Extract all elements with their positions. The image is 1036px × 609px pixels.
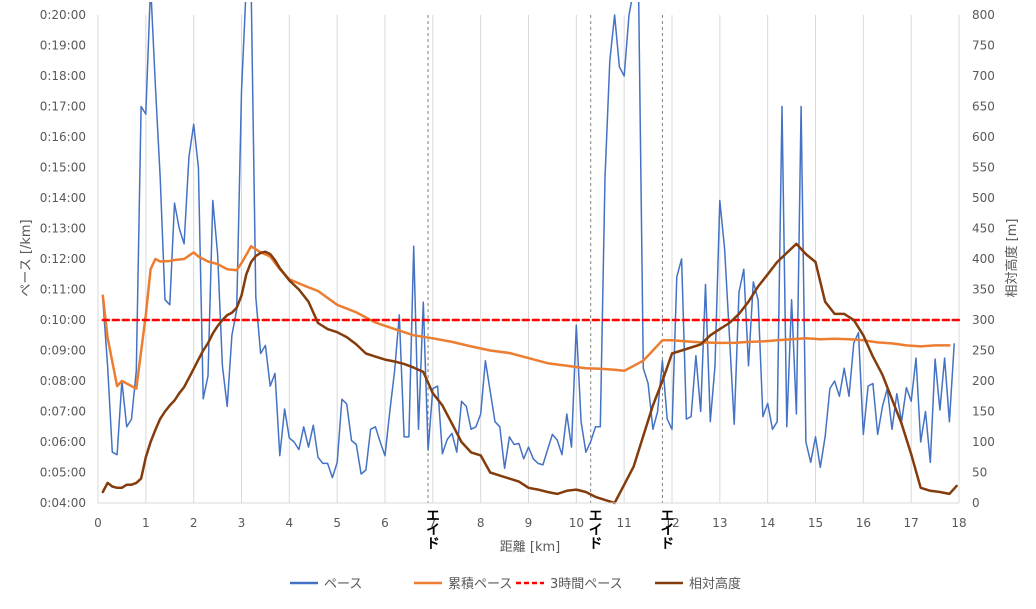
- series-line: [101, 245, 951, 390]
- y-right-tick-label: 0: [972, 496, 980, 510]
- x-tick-label: 12: [664, 516, 679, 530]
- y-left-tick-label: 0:08:00: [40, 374, 86, 388]
- x-tick-label: 5: [333, 516, 341, 530]
- x-tick-label: 11: [617, 516, 632, 530]
- y-left-tick-label: 0:20:00: [40, 8, 86, 22]
- x-tick-label: 7: [429, 516, 437, 530]
- x-tick-label: 6: [381, 516, 389, 530]
- y-left-tick-label: 0:13:00: [40, 222, 86, 236]
- x-tick-label: 10: [569, 516, 584, 530]
- y-right-tick-label: 100: [972, 435, 995, 449]
- y-left-tick-label: 0:09:00: [40, 344, 86, 358]
- x-tick-label: 3: [238, 516, 246, 530]
- y-right-tick-label: 200: [972, 374, 995, 388]
- y-axis-right-title: 相対高度 [m]: [1004, 219, 1020, 298]
- y-right-tick-label: 300: [972, 313, 995, 327]
- legend-label: 相対高度: [689, 576, 741, 592]
- y-left-tick-label: 0:19:00: [40, 39, 86, 53]
- x-tick-label: 0: [94, 516, 102, 530]
- x-axis-title: 距離 [km]: [500, 540, 560, 555]
- y-left-tick-label: 0:06:00: [40, 435, 86, 449]
- y-right-tick-label: 50: [972, 466, 987, 480]
- annotation-label: エイド: [587, 508, 603, 550]
- y-right-tick-label: 400: [972, 252, 995, 266]
- right-y-tick-labels: 0 50 100 150 200 250 300 350 400 450 500 550 600 650 7…: [972, 8, 995, 510]
- left-y-tick-labels: 0:04:00 0:05:00 0:06:00 0:07:00 0:08:00 0:09:…: [40, 8, 86, 510]
- x-tick-label: 15: [808, 516, 823, 530]
- legend-label: 3時間ペース: [550, 577, 623, 592]
- y-left-tick-label: 0:14:00: [40, 191, 86, 205]
- series-line: [102, 2, 955, 479]
- y-right-tick-label: 550: [972, 161, 995, 175]
- y-right-tick-label: 800: [972, 8, 995, 22]
- y-right-tick-label: 600: [972, 130, 995, 144]
- y-left-tick-label: 0:11:00: [40, 283, 86, 297]
- annotations: エイド エイド エイド: [424, 508, 674, 550]
- annotation-lines: [427, 15, 663, 503]
- y-left-tick-label: 0:05:00: [40, 466, 86, 480]
- x-tick-label: 16: [856, 516, 871, 530]
- x-tick-label: 1: [142, 516, 150, 530]
- legend-label: 累積ペース: [448, 577, 512, 592]
- y-left-tick-label: 0:15:00: [40, 161, 86, 175]
- grid-layer: [97, 15, 960, 503]
- y-left-tick-label: 0:04:00: [40, 496, 86, 510]
- y-left-tick-label: 0:07:00: [40, 405, 86, 419]
- y-right-tick-label: 150: [972, 405, 995, 419]
- legend: ペース 累積ペース 3時間ペース 相対高度: [290, 576, 741, 592]
- x-tick-label: 9: [525, 516, 533, 530]
- x-tick-label: 13: [712, 516, 727, 530]
- legend-label: ペース: [324, 577, 362, 592]
- y-left-tick-label: 0:10:00: [40, 313, 86, 327]
- y-left-tick-label: 0:17:00: [40, 100, 86, 114]
- y-right-tick-label: 750: [972, 39, 995, 53]
- x-tick-label: 2: [190, 516, 198, 530]
- y-right-tick-label: 650: [972, 100, 995, 114]
- y-right-tick-label: 350: [972, 283, 995, 297]
- y-right-tick-label: 250: [972, 344, 995, 358]
- y-right-tick-label: 450: [972, 222, 995, 236]
- series-line: [101, 242, 958, 505]
- x-tick-label: 18: [951, 516, 966, 530]
- y-left-tick-label: 0:18:00: [40, 69, 86, 83]
- y-axis-left-title: ペース [/km]: [19, 219, 34, 296]
- y-left-tick-label: 0:16:00: [40, 130, 86, 144]
- y-right-tick-label: 500: [972, 191, 995, 205]
- y-left-tick-label: 0:12:00: [40, 252, 86, 266]
- annotation-label: エイド: [658, 508, 674, 550]
- x-tick-label: 4: [286, 516, 294, 530]
- annotation-label: エイド: [424, 508, 440, 550]
- x-tick-label: 17: [904, 516, 919, 530]
- x-tick-labels: 0 1 2 3 4 5 6 7 8 9 10 11 12 13 14 15 16 17 18: [94, 516, 966, 530]
- y-right-tick-label: 700: [972, 69, 995, 83]
- x-tick-label: 14: [760, 516, 775, 530]
- x-tick-label: 8: [477, 516, 485, 530]
- series-layer: [101, 2, 961, 505]
